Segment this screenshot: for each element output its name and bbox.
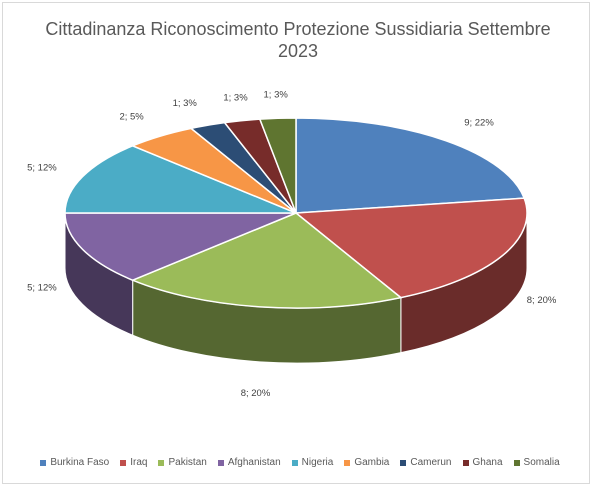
data-label-somalia: 1; 3% — [264, 89, 289, 100]
legend-label: Gambia — [354, 457, 390, 468]
legend-item-ghana: Ghana — [462, 457, 503, 468]
legend-label: Nigeria — [301, 457, 334, 468]
pie-data-labels: 9; 22% 8; 20% 8; 20% 5; 12% 5; 12% 2; 5% 1; 3%… — [27, 89, 557, 398]
legend-label: Camerun — [410, 457, 452, 468]
legend-label: Iraq — [130, 457, 148, 468]
legend-label: Afghanistan — [227, 457, 281, 468]
data-label-pakistan: 8; 20% — [241, 388, 271, 399]
legend-swatch — [158, 459, 165, 466]
slice-iraq — [294, 197, 528, 299]
data-label-camerun: 1; 3% — [173, 98, 198, 109]
legend-label: Somalia — [523, 457, 560, 468]
slice-burkina-faso — [295, 117, 526, 214]
legend-item-afghanistan: Afghanistan — [217, 457, 281, 468]
legend-label: Pakistan — [168, 457, 207, 468]
data-label-nigeria: 5; 12% — [27, 162, 57, 173]
legend-item-pakistan: Pakistan — [158, 457, 207, 468]
data-label-ghana: 1; 3% — [223, 92, 248, 103]
chart-title: Cittadinanza Riconoscimento Protezione S… — [0, 18, 596, 62]
legend-swatch — [291, 459, 298, 466]
legend-swatch — [217, 459, 224, 466]
legend-swatch — [462, 459, 469, 466]
legend-swatch — [120, 459, 127, 466]
chart-title-line-1: Cittadinanza Riconoscimento Protezione S… — [45, 19, 551, 39]
slice-pakistan — [130, 212, 403, 309]
data-label-afghanistan: 5; 12% — [27, 283, 57, 294]
legend-item-iraq: Iraq — [120, 457, 147, 468]
legend-item-gambia: Gambia — [344, 457, 389, 468]
slice-somalia — [258, 117, 297, 214]
legend-item-somalia: Somalia — [513, 457, 560, 468]
legend-label: Ghana — [472, 457, 503, 468]
legend-swatch — [40, 459, 47, 466]
legend-item-nigeria: Nigeria — [291, 457, 334, 468]
slice-nigeria — [64, 145, 297, 214]
chart-title-line-2: 2023 — [277, 41, 319, 61]
slice-afghanistan — [64, 212, 297, 281]
data-label-burkina-faso: 9; 22% — [464, 118, 494, 129]
legend-item-burkina-faso: Burkina Faso — [40, 457, 109, 468]
data-label-iraq: 8; 20% — [527, 295, 557, 306]
pie-tops — [64, 117, 528, 309]
data-label-gambia: 2; 5% — [119, 112, 144, 123]
legend-swatch — [513, 459, 520, 466]
legend-swatch — [344, 459, 351, 466]
legend-swatch — [400, 459, 407, 466]
legend-item-camerun: Camerun — [400, 457, 452, 468]
legend-label: Burkina Faso — [50, 457, 110, 468]
chart-legend: Burkina Faso Iraq Pakistan Afghanistan Niger… — [40, 457, 560, 468]
